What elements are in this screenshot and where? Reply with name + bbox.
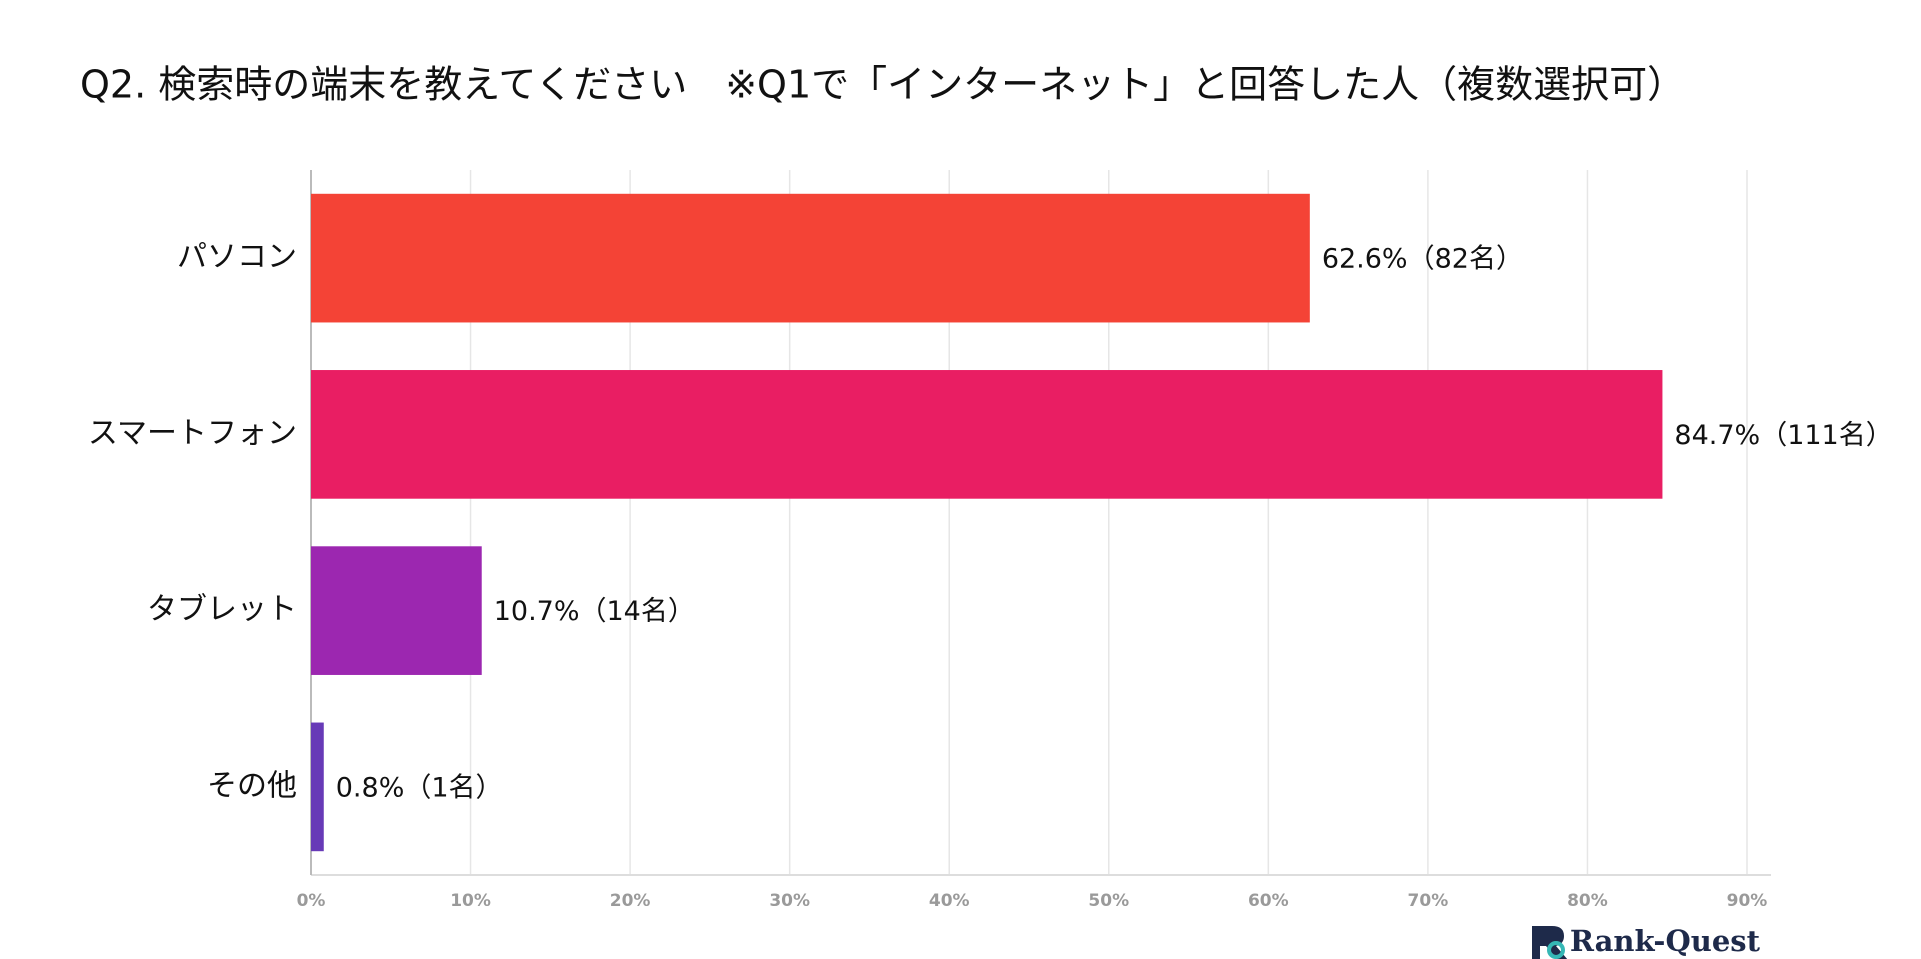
x-tick-label: 70%: [1408, 891, 1449, 911]
x-tick-label: 60%: [1248, 891, 1289, 911]
bar: [311, 722, 324, 852]
bar: [311, 193, 1310, 323]
chart-title: Q2. 検索時の端末を教えてください ※Q1で「インターネット」と回答した人（複…: [80, 63, 1685, 107]
x-tick-label: 90%: [1727, 891, 1768, 911]
y-tick-label: パソコン: [177, 240, 297, 275]
logo-icon: [1532, 926, 1568, 959]
y-tick-label: タブレット: [147, 592, 297, 627]
logo-text: Rank-Quest: [1570, 924, 1761, 958]
x-tick-label: 20%: [610, 891, 651, 911]
x-tick-label: 50%: [1088, 891, 1129, 911]
bar: [311, 370, 1663, 499]
x-tick-label: 40%: [929, 891, 970, 911]
value-label: 84.7%（111名）: [1674, 420, 1892, 451]
x-tick-label: 80%: [1567, 891, 1608, 911]
value-label: 10.7%（14名）: [494, 596, 695, 627]
x-tick-label: 30%: [769, 891, 810, 911]
value-label: 0.8%（1名）: [336, 772, 503, 803]
x-tick-label: 0%: [297, 891, 326, 911]
y-tick-label: その他: [207, 768, 297, 803]
x-tick-label: 10%: [450, 891, 491, 911]
bar: [311, 546, 482, 675]
y-tick-label: スマートフォン: [88, 416, 297, 451]
value-label: 62.6%（82名）: [1322, 244, 1523, 275]
